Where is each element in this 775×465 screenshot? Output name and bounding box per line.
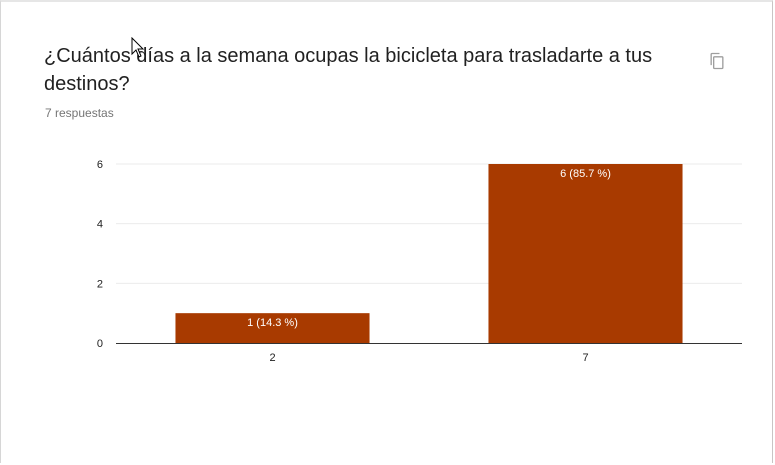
y-tick-label: 0 — [97, 338, 103, 350]
y-tick-label: 2 — [97, 278, 103, 290]
bar-data-label: 1 (14.3 %) — [247, 317, 298, 329]
bar-data-label: 6 (85.7 %) — [560, 168, 611, 180]
x-tick-label: 7 — [582, 352, 588, 364]
copy-icon — [710, 52, 724, 70]
bar — [488, 164, 683, 343]
copy-chart-button[interactable] — [704, 48, 730, 74]
response-count: 7 respuestas — [45, 106, 114, 120]
question-title: ¿Cuántos días a la semana ocupas la bici… — [44, 45, 653, 95]
y-tick-label: 6 — [97, 159, 103, 171]
y-tick-label: 4 — [97, 219, 103, 231]
x-tick-label: 2 — [269, 352, 275, 364]
bar — [175, 313, 370, 343]
mouse-cursor-icon — [131, 37, 145, 58]
